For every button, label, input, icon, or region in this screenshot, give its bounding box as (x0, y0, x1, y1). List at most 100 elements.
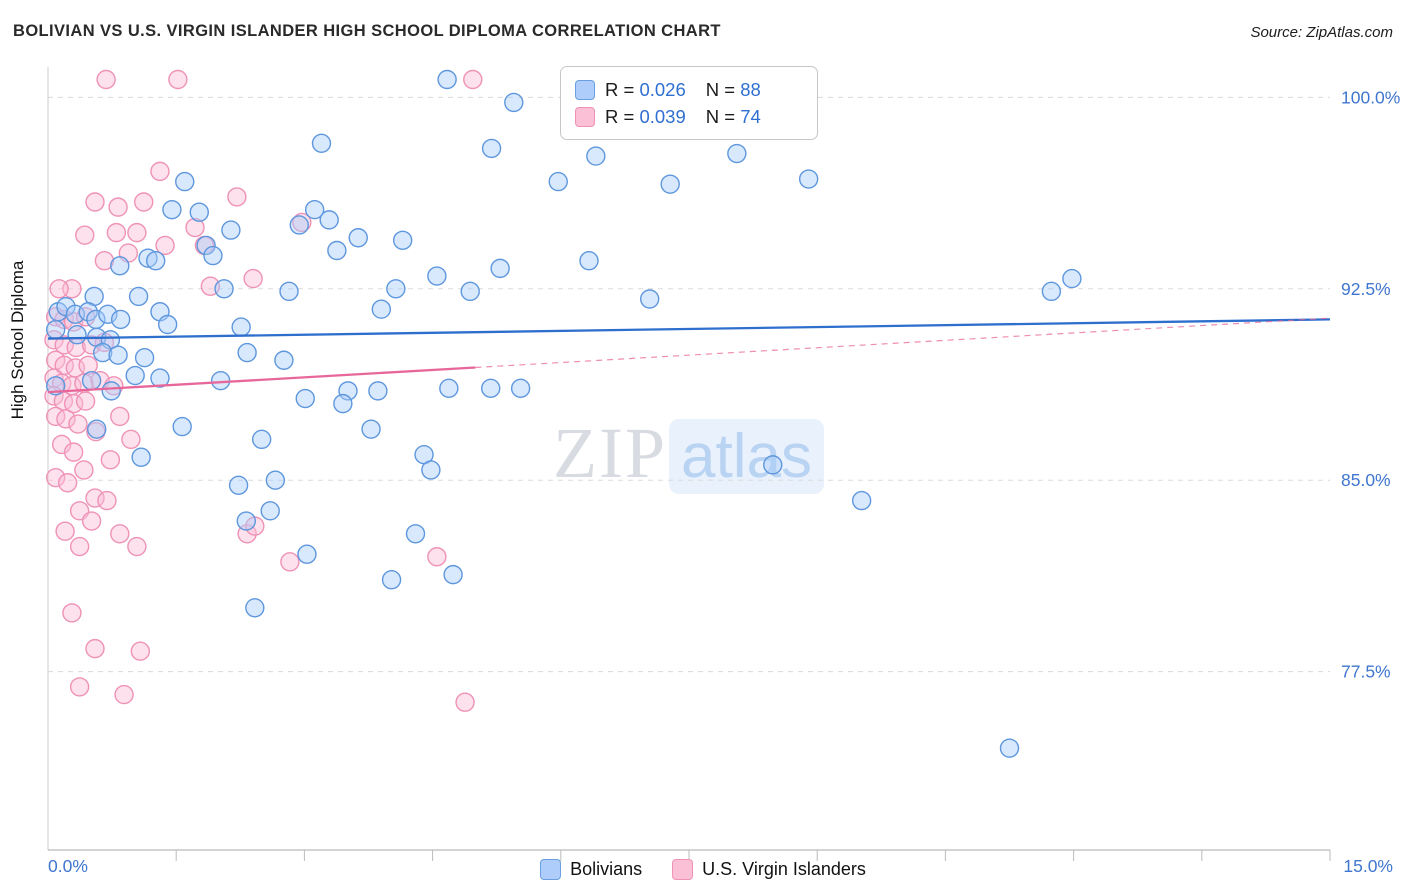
scatter-point (96, 69, 116, 90)
y-tick-label: 77.5% (1341, 662, 1391, 682)
trend-line (47, 366, 476, 394)
y-tick-label: 100.0% (1341, 87, 1400, 107)
scatter-point (274, 350, 294, 370)
scatter-point (81, 511, 102, 531)
scatter-point (85, 488, 105, 508)
scatter-point (51, 434, 72, 455)
r-value: 0.026 (639, 78, 686, 100)
scatter-point (361, 419, 381, 439)
bolivians-swatch (575, 79, 595, 100)
scatter-point (221, 220, 241, 240)
scatter-point (85, 192, 105, 212)
scatter-point (243, 268, 263, 289)
scatter-point (443, 564, 463, 585)
scatter-point (586, 146, 606, 166)
y-tick-label: 85.0% (1341, 470, 1391, 490)
scatter-point (75, 225, 95, 245)
scatter-point (131, 447, 151, 467)
n-label: N = (705, 78, 741, 100)
scatter-point (63, 393, 84, 414)
scatter-point (69, 677, 90, 697)
scatter-point (87, 419, 107, 439)
scatter-point (392, 230, 413, 250)
bottom-legend-label: U.S. Virgin Islanders (702, 859, 866, 879)
scatter-point (108, 197, 128, 217)
scatter-point (660, 174, 680, 194)
scatter-point (727, 143, 747, 164)
scatter-point (127, 536, 147, 557)
watermark-atlas: atlas (669, 419, 824, 494)
scatter-point (798, 169, 819, 189)
scatter-point (999, 738, 1020, 758)
scatter-point (155, 235, 175, 256)
scatter-point (227, 187, 247, 207)
scatter-point (127, 222, 147, 243)
scatter-point (110, 524, 130, 544)
correlation-legend: R = 0.026 N = 88 R = 0.039 N = 74 (560, 66, 818, 140)
scatter-point (333, 393, 353, 414)
scatter-point (196, 235, 216, 256)
scatter-point (405, 524, 426, 544)
scatter-point (1062, 268, 1082, 289)
scatter-point (348, 228, 368, 248)
scatter-point (97, 490, 117, 511)
scatter-point (297, 544, 317, 564)
scatter-point (265, 470, 286, 490)
y-tick-label: 92.5% (1341, 279, 1391, 299)
scatter-point (327, 240, 347, 261)
scatter-point (150, 161, 170, 182)
trend-line (47, 318, 1331, 340)
scatter-point (110, 309, 131, 330)
scatter-point (368, 381, 388, 401)
scatter-point (138, 248, 158, 268)
scatter-point (49, 279, 69, 299)
scatter-point (851, 490, 872, 511)
scatter-point (74, 460, 94, 480)
scatter-point (214, 279, 234, 299)
scatter-point (504, 92, 524, 113)
scatter-point (168, 69, 188, 90)
scatter-point (68, 414, 88, 434)
scatter-point (295, 388, 315, 409)
source-label: Source: ZipAtlas.com (1250, 24, 1393, 41)
scatter-point (69, 536, 90, 557)
bottom-legend: Bolivians U.S. Virgin Islanders (0, 859, 1406, 880)
legend-row-bolivians: R = 0.026 N = 88 (575, 76, 803, 103)
scatter-point (150, 368, 170, 388)
scatter-point (63, 442, 84, 462)
scatter-point (106, 222, 127, 243)
scatter-point (481, 378, 501, 399)
scatter-point (189, 202, 209, 222)
scatter-point (130, 641, 151, 661)
scatter-point (228, 475, 249, 495)
scatter-point (110, 256, 130, 276)
scatter-point (437, 69, 457, 90)
bolivians-swatch (540, 859, 562, 880)
scatter-point (78, 355, 98, 376)
scatter-point (45, 376, 66, 396)
y-axis-title: High School Diploma (8, 260, 27, 419)
scatter-point (481, 138, 502, 159)
scatter-point (439, 378, 459, 399)
page-title: BOLIVIAN VS U.S. VIRGIN ISLANDER HIGH SC… (13, 22, 721, 40)
scatter-point (125, 365, 145, 386)
scatter-point (763, 455, 783, 475)
scatter-point (128, 286, 149, 307)
scatter-point (114, 684, 134, 705)
scatter-point (280, 552, 300, 572)
virgin-islanders-swatch (672, 859, 694, 880)
n-value: 74 (740, 105, 761, 127)
x-min-label: 0.0% (48, 856, 88, 876)
scatter-point (172, 416, 192, 437)
scatter-point (94, 251, 115, 271)
scatter-point (67, 325, 87, 345)
scatter-point (108, 345, 128, 365)
scatter-point (490, 258, 510, 279)
scatter-point (210, 370, 231, 391)
scatter-point (56, 409, 76, 429)
scatter-point (78, 302, 98, 322)
scatter-point (55, 521, 75, 541)
x-max-label: 15.0% (1343, 856, 1393, 876)
